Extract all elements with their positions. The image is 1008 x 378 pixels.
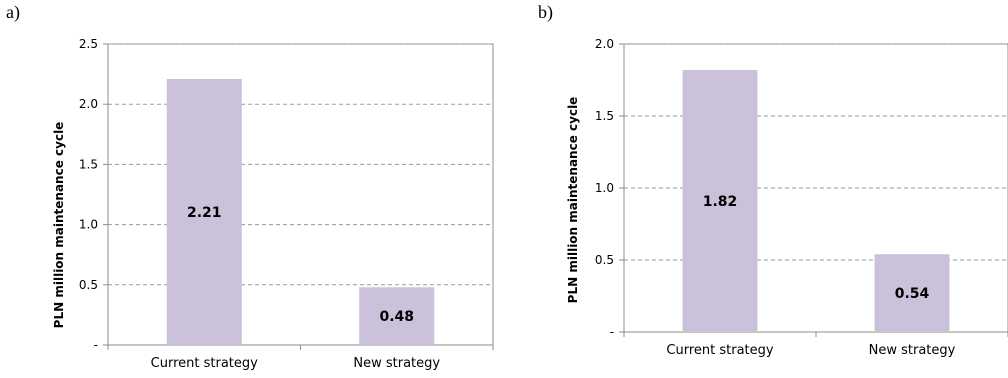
plot-frame-a [107,43,494,346]
y-axis-title-b: PLN million maintenance cycle [566,97,580,304]
data-label-b-2: 0.54 [895,286,930,302]
bar-b-2 [874,254,950,332]
plot-area-a: - 0.5 1.0 1.5 2.0 2.5 2.21 Current strategy 0.48… [79,37,494,371]
data-label-b-1: 1.82 [703,194,738,210]
x-tick-label-a-2: New strategy [353,356,440,371]
y-tick-label-b: 2.0 [595,37,614,51]
bar-b-1 [682,69,758,333]
y-tick-label-a: 0.5 [79,278,98,292]
y-tick-label-b: 1.0 [595,181,614,195]
y-tick-label-a: 1.5 [79,157,98,171]
y-axis-title-a: PLN million maintenance cycle [52,122,66,329]
y-tick-label-a: 2.0 [79,97,98,111]
x-tick-label-b-1: Current strategy [666,343,773,358]
data-label-a-1: 2.21 [187,205,222,221]
y-tick-label-b: 0.5 [595,253,614,267]
y-tick-label-a: - [94,338,98,352]
x-tick-label-a-1: Current strategy [151,356,258,371]
chart-panel-a: a) PLN million maintenance cycle - 0.5 1.0… [6,2,494,371]
y-tick-label-a: 2.5 [79,37,98,51]
y-tick-label-b: 1.5 [595,109,614,123]
data-label-a-2: 0.48 [379,309,414,325]
chart-panel-b: b) PLN million maintenance cycle - 0.5 1.0… [538,2,1008,358]
panel-label-a: a) [6,2,20,23]
plot-area-b: - 0.5 1.0 1.5 2.0 1.82 Current strategy 0.54 New… [595,37,1008,358]
bar-a-2 [359,287,435,345]
y-tick-label-a: 1.0 [79,218,98,232]
panel-label-b: b) [538,2,553,23]
x-tick-label-b-2: New strategy [869,343,956,358]
y-tick-label-b: - [610,325,614,339]
bar-a-1 [166,78,242,345]
